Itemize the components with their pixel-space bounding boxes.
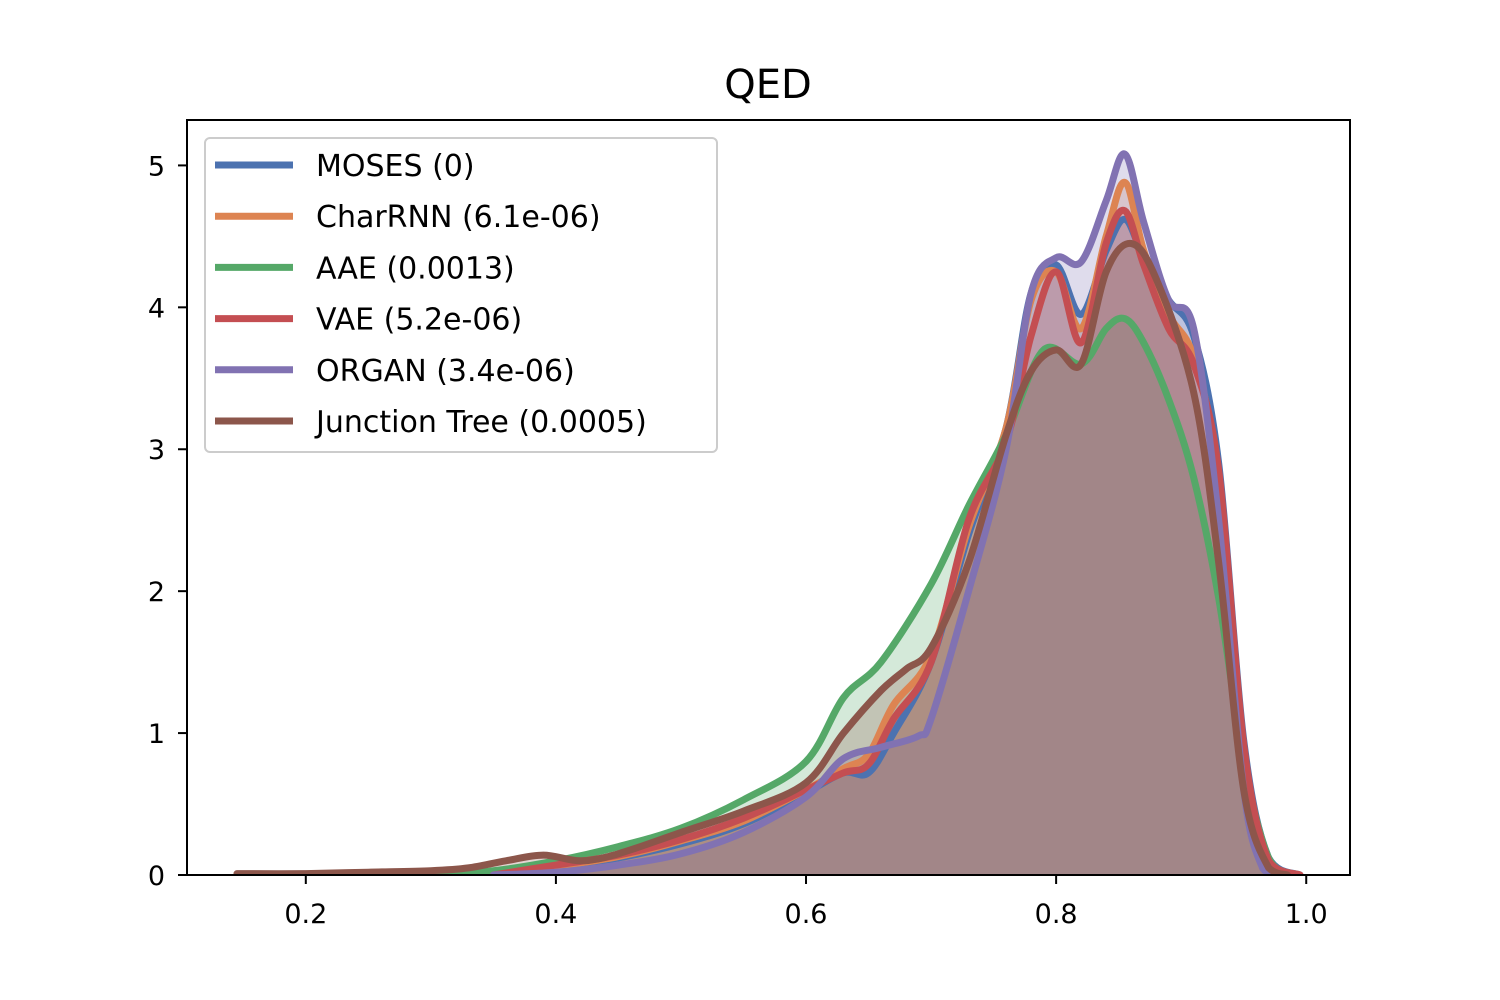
y-tick-label: 4 bbox=[148, 293, 165, 324]
legend-item-organ-3-4e-06: ORGAN (3.4e-06) bbox=[215, 354, 575, 389]
y-tick-label: 0 bbox=[148, 861, 165, 892]
density-fill-vae-5-2e-06 bbox=[493, 210, 1300, 875]
legend-item-charrnn-6-1e-06: CharRNN (6.1e-06) bbox=[215, 200, 601, 235]
legend-item-moses-0: MOSES (0) bbox=[215, 149, 475, 184]
x-tick-label: 0.8 bbox=[1035, 899, 1078, 930]
legend-label: ORGAN (3.4e-06) bbox=[316, 354, 575, 389]
x-tick-label: 1.0 bbox=[1285, 899, 1328, 930]
density-fills bbox=[237, 153, 1300, 875]
y-tick-label: 2 bbox=[148, 577, 165, 608]
density-line-organ-3-4e-06 bbox=[489, 150, 1279, 875]
legend-label: CharRNN (6.1e-06) bbox=[316, 200, 601, 235]
legend-label: AAE (0.0013) bbox=[316, 251, 515, 286]
y-tick-label: 5 bbox=[148, 151, 165, 182]
y-tick-label: 3 bbox=[148, 435, 165, 466]
legend-item-aae-0-0013: AAE (0.0013) bbox=[215, 251, 515, 286]
plot-area bbox=[233, 150, 1304, 875]
legend: MOSES (0) CharRNN (6.1e-06) AAE (0.0013) VA… bbox=[204, 137, 718, 453]
density-fill-organ-3-4e-06 bbox=[493, 153, 1275, 875]
density-lines bbox=[233, 150, 1304, 875]
legend-item-vae-5-2e-06: VAE (5.2e-06) bbox=[215, 303, 522, 338]
density-line-vae-5-2e-06 bbox=[489, 206, 1304, 875]
legend-label: VAE (5.2e-06) bbox=[316, 303, 522, 338]
x-tick-label: 0.6 bbox=[785, 899, 828, 930]
legend-item-junction-tree-0-0005: Junction Tree (0.0005) bbox=[215, 405, 647, 440]
density-fill-charrnn-6-1e-06 bbox=[493, 182, 1300, 875]
x-tick-label: 0.2 bbox=[284, 899, 327, 930]
chart-title: QED bbox=[724, 62, 812, 108]
legend-box bbox=[204, 137, 718, 453]
plot-frame bbox=[186, 119, 1351, 876]
axes: 0.2 0.4 0.6 0.8 1.0 0 1 2 3 4 5 bbox=[148, 119, 1351, 930]
y-tick-label: 1 bbox=[148, 719, 165, 750]
x-tick-label: 0.4 bbox=[534, 899, 577, 930]
density-line-junction-tree-0-0005 bbox=[233, 239, 1291, 875]
legend-label: Junction Tree (0.0005) bbox=[314, 405, 647, 440]
density-fill-junction-tree-0-0005 bbox=[237, 243, 1288, 875]
density-fill-aae-0-0013 bbox=[430, 318, 1294, 875]
legend-label: MOSES (0) bbox=[316, 149, 475, 184]
density-fill-moses-0 bbox=[493, 219, 1300, 875]
